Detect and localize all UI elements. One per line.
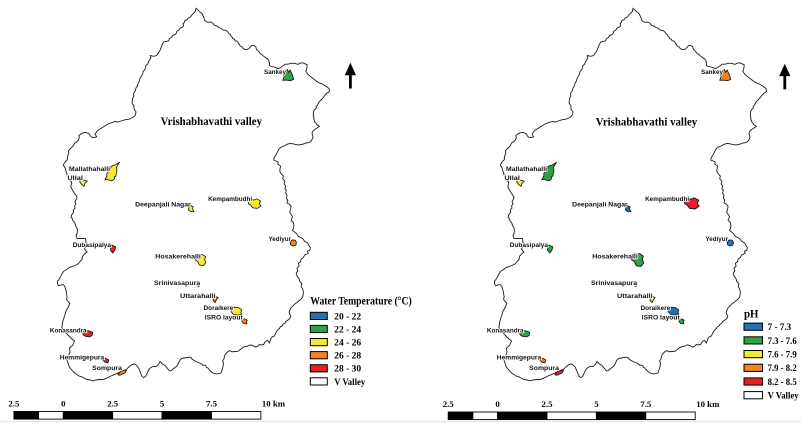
svg-text:10 km: 10 km [696,399,720,409]
svg-text:Srinivasapura: Srinivasapura [154,280,201,287]
svg-text:Vrishabhavathi valley: Vrishabhavathi valley [596,116,698,128]
svg-text:Doraikere: Doraikere [204,305,234,312]
svg-text:Mallathahalli: Mallathahalli [506,166,547,173]
svg-text:Sompura: Sompura [92,365,122,372]
svg-text:Yediyur: Yediyur [706,236,729,243]
svg-text:Srinivasapura: Srinivasapura [591,280,638,287]
svg-text:28 - 30: 28 - 30 [334,365,361,375]
svg-text:Deepanjali Nagar: Deepanjali Nagar [572,202,628,209]
svg-text:7.9 - 8.2: 7.9 - 8.2 [768,364,797,374]
svg-text:0: 0 [61,399,66,409]
svg-text:Vrishabhavathi valley: Vrishabhavathi valley [161,116,263,128]
svg-text:Konasandra: Konasandra [487,328,524,335]
svg-text:Sompura: Sompura [529,365,559,372]
svg-text:26 - 28: 26 - 28 [334,352,361,362]
svg-text:7.5: 7.5 [640,399,652,409]
svg-text:V Valley: V Valley [768,392,799,402]
svg-text:Dubasipalya: Dubasipalya [73,242,112,249]
svg-text:2.5: 2.5 [542,399,554,409]
svg-text:Sankey: Sankey [701,69,723,76]
svg-text:Ullal: Ullal [504,175,520,182]
svg-text:pH: pH [744,306,759,320]
svg-text:Kempambudhi: Kempambudhi [645,196,689,203]
svg-text:7 - 7.3: 7 - 7.3 [768,323,792,333]
svg-text:20 - 22: 20 - 22 [334,312,361,322]
svg-text:Ullal: Ullal [67,175,83,182]
svg-text:Hosakerehalli: Hosakerehalli [592,253,638,260]
svg-text:ISRO layout: ISRO layout [642,315,681,322]
svg-text:2.5: 2.5 [107,399,119,409]
svg-text:0: 0 [495,399,500,409]
svg-text:Water Temperature (°C): Water Temperature (°C) [310,295,412,307]
svg-text:Dubasipalya: Dubasipalya [510,242,549,249]
svg-text:22 - 24: 22 - 24 [334,325,361,335]
svg-text:7.3 - 7.6: 7.3 - 7.6 [768,337,797,347]
svg-text:Uttarahalli: Uttarahalli [617,293,653,300]
svg-text:7.6 - 7.9: 7.6 - 7.9 [768,351,797,361]
svg-text:Deepanjali Nagar: Deepanjali Nagar [135,202,191,209]
svg-text:Konasandra: Konasandra [50,328,87,335]
svg-text:Kempambudhi: Kempambudhi [208,196,252,203]
svg-text:Doraikere: Doraikere [641,305,671,312]
svg-text:2.5: 2.5 [443,399,455,409]
svg-text:7.5: 7.5 [206,399,218,409]
svg-text:V Valley: V Valley [334,378,365,388]
svg-text:Yediyur: Yediyur [269,236,292,243]
svg-text:Hemmigepura: Hemmigepura [497,354,542,361]
svg-text:Hemmigepura: Hemmigepura [60,354,105,361]
svg-text:5: 5 [594,399,599,409]
svg-text:5: 5 [160,399,165,409]
svg-text:Uttarahalli: Uttarahalli [180,293,216,300]
svg-text:2.5: 2.5 [8,399,20,409]
svg-text:8.2 - 8.5: 8.2 - 8.5 [768,378,797,388]
svg-text:Hosakerehalli: Hosakerehalli [155,253,201,260]
svg-text:10 km: 10 km [262,399,286,409]
svg-text:Sankey: Sankey [264,69,286,76]
svg-text:24 - 26: 24 - 26 [334,339,361,349]
svg-text:ISRO layout: ISRO layout [205,315,244,322]
svg-text:Mallathahalli: Mallathahalli [69,166,110,173]
